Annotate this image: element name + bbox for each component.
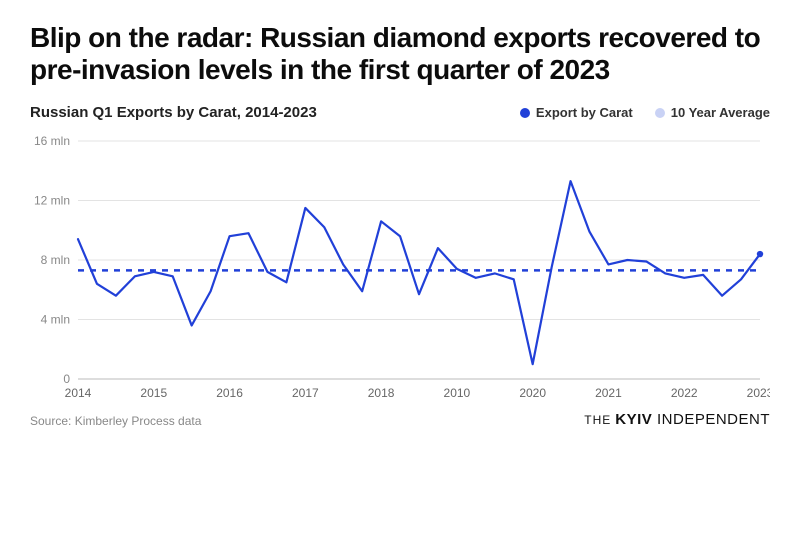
line-chart: 0 4 mln 8 mln 12 mln 16 mln 2014 2015 2016 2017 2… (30, 127, 770, 407)
svg-text:2023: 2023 (747, 386, 770, 400)
svg-text:8 mln: 8 mln (41, 253, 70, 267)
chart-area: 0 4 mln 8 mln 12 mln 16 mln 2014 2015 2016 2017 2… (30, 127, 770, 407)
footer: Source: Kimberley Process data THE KYIV I… (30, 411, 770, 428)
subtitle-row: Russian Q1 Exports by Carat, 2014-2023 E… (30, 104, 770, 121)
svg-text:2010: 2010 (444, 386, 471, 400)
svg-text:2017: 2017 (292, 386, 319, 400)
svg-text:2015: 2015 (140, 386, 167, 400)
legend-label-avg: 10 Year Average (671, 105, 770, 120)
svg-text:2022: 2022 (671, 386, 698, 400)
svg-text:2018: 2018 (368, 386, 395, 400)
svg-text:2020: 2020 (519, 386, 546, 400)
legend: Export by Carat 10 Year Average (520, 105, 770, 120)
brand-indep: INDEPENDENT (652, 411, 770, 428)
brand-kyiv: KYIV (615, 411, 652, 428)
svg-text:2021: 2021 (595, 386, 622, 400)
chart-title: Blip on the radar: Russian diamond expor… (30, 22, 770, 86)
legend-swatch-avg (655, 108, 665, 118)
legend-item-avg: 10 Year Average (655, 105, 770, 120)
svg-text:2016: 2016 (216, 386, 243, 400)
svg-text:2014: 2014 (65, 386, 92, 400)
svg-text:16 mln: 16 mln (34, 134, 70, 148)
legend-label-series: Export by Carat (536, 105, 633, 120)
legend-item-series: Export by Carat (520, 105, 633, 120)
svg-text:12 mln: 12 mln (34, 194, 70, 208)
svg-text:0: 0 (63, 372, 70, 386)
brand-logo: THE KYIV INDEPENDENT (584, 411, 770, 428)
legend-swatch-series (520, 108, 530, 118)
chart-subtitle: Russian Q1 Exports by Carat, 2014-2023 (30, 104, 317, 121)
svg-text:4 mln: 4 mln (41, 313, 70, 327)
brand-the: THE (584, 413, 611, 427)
source-text: Source: Kimberley Process data (30, 414, 201, 428)
